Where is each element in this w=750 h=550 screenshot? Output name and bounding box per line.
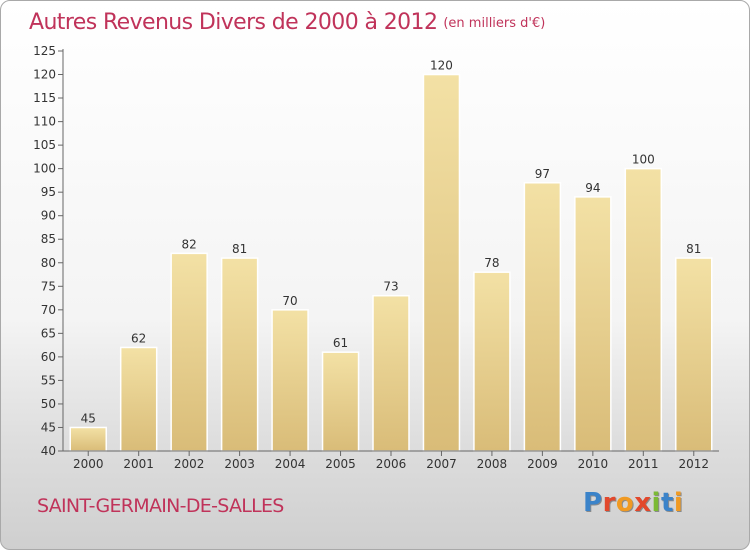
y-tick-label: 40 — [41, 444, 56, 458]
chart-title-text: Autres Revenus Divers de 2000 à 2012 — [29, 10, 438, 35]
y-tick-label: 105 — [33, 138, 56, 152]
x-tick-label: 2011 — [628, 457, 659, 471]
y-tick-label: 110 — [33, 115, 56, 129]
y-tick-label: 50 — [41, 397, 56, 411]
y-tick-label: 60 — [41, 350, 56, 364]
x-tick-label: 2000 — [73, 457, 104, 471]
x-tick-label: 2012 — [678, 457, 709, 471]
data-label: 120 — [430, 59, 453, 73]
x-tick-label: 2008 — [477, 457, 508, 471]
axis-layer: 40 45 50 55 60 65 70 75 80 85 90 95 100 105 110 115 120 1… — [33, 44, 719, 471]
x-tick-label: 2004 — [275, 457, 306, 471]
y-tick-label: 65 — [41, 326, 56, 340]
data-label: 100 — [632, 153, 655, 167]
x-tick-label: 2009 — [527, 457, 558, 471]
x-tick-label: 2007 — [426, 457, 457, 471]
y-tick-label: 70 — [41, 303, 56, 317]
y-tick-label: 45 — [41, 420, 56, 434]
y-tick-label: 75 — [41, 279, 56, 293]
data-label: 62 — [131, 331, 146, 345]
bar — [523, 182, 562, 452]
y-tick-label: 100 — [33, 162, 56, 176]
y-tick-label: 80 — [41, 256, 56, 270]
bar — [372, 294, 410, 452]
x-tick-label: 2006 — [376, 457, 407, 471]
labels-layer: 45 62 82 81 70 61 73 120 78 97 94 100 81 — [81, 59, 702, 426]
x-tick-label: 2010 — [578, 457, 609, 471]
bar — [119, 346, 158, 452]
proxiti-logo: Proxiti — [583, 488, 684, 518]
x-tick-label: 2002 — [174, 457, 205, 471]
bar — [220, 257, 259, 452]
x-tick-label: 2001 — [123, 457, 154, 471]
data-label: 97 — [535, 167, 550, 181]
data-label: 78 — [484, 256, 499, 270]
x-tick-label: 2003 — [224, 457, 255, 471]
y-tick-label: 125 — [33, 44, 56, 58]
bar — [675, 257, 713, 452]
y-tick-label: 120 — [33, 68, 56, 82]
data-label: 45 — [81, 411, 96, 425]
y-tick-label: 85 — [41, 232, 56, 246]
data-label: 81 — [686, 242, 701, 256]
data-label: 94 — [585, 181, 600, 195]
commune-name: SAINT-GERMAIN-DE-SALLES — [37, 495, 284, 517]
bar — [271, 309, 309, 452]
y-tick-label: 55 — [41, 373, 56, 387]
bar — [69, 426, 107, 452]
data-label: 81 — [232, 242, 247, 256]
bar — [321, 351, 360, 452]
data-label: 61 — [333, 336, 348, 350]
bar — [624, 167, 663, 452]
data-label: 70 — [282, 294, 297, 308]
x-tick-label: 2005 — [325, 457, 356, 471]
y-tick-label: 95 — [41, 185, 56, 199]
bar — [170, 252, 208, 452]
data-label: 73 — [383, 280, 398, 294]
chart-title: Autres Revenus Divers de 2000 à 2012 (en … — [29, 9, 545, 38]
y-tick-label: 115 — [33, 91, 56, 105]
y-tick-label: 90 — [41, 209, 56, 223]
bar — [574, 196, 612, 452]
data-label: 82 — [182, 237, 197, 251]
chart-unit: (en milliers d'€) — [443, 16, 546, 31]
bars-layer — [69, 73, 713, 452]
bar — [473, 271, 511, 452]
bar — [422, 73, 461, 452]
